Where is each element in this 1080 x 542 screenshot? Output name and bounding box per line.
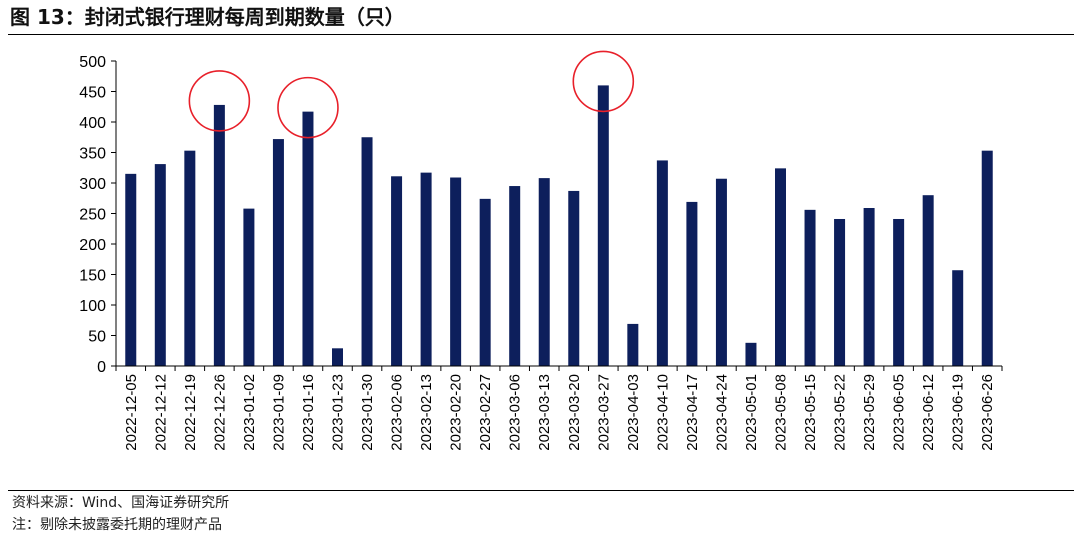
x-tick-label: 2022-12-26 bbox=[211, 374, 228, 451]
source-note: 资料来源：Wind、国海证券研究所 bbox=[12, 495, 230, 511]
bars bbox=[125, 85, 993, 367]
y-tick-label: 0 bbox=[97, 359, 106, 376]
bar-2023-06-26 bbox=[981, 150, 993, 366]
x-tick-label: 2023-04-24 bbox=[713, 374, 730, 451]
bar-2023-04-10 bbox=[656, 160, 668, 366]
bar-2023-03-13 bbox=[538, 178, 550, 366]
x-tick-label: 2023-02-06 bbox=[389, 374, 406, 451]
x-tick-label: 2023-01-09 bbox=[270, 374, 287, 451]
y-tick-label: 500 bbox=[79, 54, 106, 71]
bar-2023-04-03 bbox=[627, 323, 639, 366]
y-tick-label: 350 bbox=[79, 146, 106, 163]
x-tick-label: 2023-02-13 bbox=[418, 374, 435, 451]
bar-2023-03-06 bbox=[509, 186, 521, 366]
bar-2023-05-22 bbox=[834, 218, 846, 366]
bar-2023-02-06 bbox=[391, 176, 403, 366]
bar-2023-05-15 bbox=[804, 209, 816, 366]
x-axis: 2022-12-05 2022-12-12 2022-12-19 2022-12-26… bbox=[115, 365, 1003, 451]
bar-2023-06-12 bbox=[922, 195, 934, 366]
x-tick-label: 2023-04-10 bbox=[654, 374, 671, 451]
x-tick-label: 2023-02-27 bbox=[477, 374, 494, 451]
x-tick-label: 2023-01-23 bbox=[330, 374, 347, 451]
bar-2023-05-08 bbox=[775, 168, 786, 366]
bar-2023-02-13 bbox=[420, 172, 432, 366]
x-tick-label: 2023-01-02 bbox=[241, 374, 258, 451]
bar-2023-06-19 bbox=[952, 270, 964, 366]
bar-2023-02-20 bbox=[450, 177, 462, 366]
x-tick-label: 2023-05-15 bbox=[802, 374, 819, 451]
bar-2022-12-19 bbox=[184, 150, 196, 366]
bar-2023-01-02 bbox=[243, 208, 255, 366]
bar-2022-12-26 bbox=[213, 104, 225, 367]
x-tick-label: 2023-01-16 bbox=[300, 374, 317, 451]
footnote: 注：剔除未披露委托期的理财产品 bbox=[12, 517, 222, 533]
highlight-circles bbox=[188, 50, 635, 139]
y-tick-label: 300 bbox=[79, 176, 106, 193]
bar-2023-01-30 bbox=[361, 137, 373, 366]
x-tick-label: 2023-02-20 bbox=[448, 374, 465, 451]
footer-divider bbox=[8, 490, 1074, 491]
x-tick-label: 2023-05-08 bbox=[773, 374, 790, 451]
x-tick-label: 2023-04-17 bbox=[684, 374, 701, 451]
y-tick-label: 400 bbox=[79, 115, 106, 132]
x-tick-label: 2023-03-20 bbox=[566, 374, 583, 451]
x-tick-label: 2022-12-05 bbox=[123, 374, 140, 451]
x-tick-label: 2023-04-03 bbox=[625, 374, 642, 451]
chart-title: 图 13：封闭式银行理财每周到期数量（只） bbox=[10, 5, 405, 29]
x-tick-label: 2023-06-12 bbox=[920, 374, 937, 451]
bar-2022-12-12 bbox=[154, 164, 166, 366]
x-tick-label: 2023-06-19 bbox=[950, 374, 967, 451]
x-tick-label: 2023-03-06 bbox=[507, 374, 524, 451]
highlight-circle-2023-03-27 bbox=[572, 50, 635, 113]
x-tick-label: 2022-12-12 bbox=[152, 374, 169, 451]
bar-2023-04-24 bbox=[715, 178, 727, 366]
bar-2023-03-27 bbox=[597, 85, 609, 367]
header-divider bbox=[8, 34, 1074, 35]
bar-2023-02-27 bbox=[479, 198, 491, 366]
highlight-circle-2022-12-26 bbox=[188, 70, 251, 132]
x-tick-label: 2023-05-29 bbox=[861, 374, 878, 451]
bar-2023-01-09 bbox=[272, 139, 284, 366]
x-tick-label: 2023-06-05 bbox=[891, 374, 908, 451]
bar-2023-01-23 bbox=[332, 348, 343, 366]
y-tick-label: 100 bbox=[79, 298, 106, 315]
bar-2023-04-17 bbox=[686, 201, 698, 366]
x-tick-label: 2023-06-26 bbox=[979, 374, 996, 451]
bar-2023-01-16 bbox=[302, 111, 314, 366]
y-tick-label: 150 bbox=[79, 268, 106, 285]
y-axis: 0 50 100 150 200 250 300 350 400 450 500 bbox=[79, 54, 117, 376]
bar-2023-03-20 bbox=[568, 190, 580, 366]
bar-chart: 0 50 100 150 200 250 300 350 400 450 500 2022-12-0… bbox=[79, 50, 1003, 451]
bar-2023-06-05 bbox=[893, 218, 905, 366]
x-tick-label: 2023-03-13 bbox=[536, 374, 553, 451]
highlight-circle-2023-01-16 bbox=[277, 76, 339, 139]
y-tick-label: 450 bbox=[79, 85, 106, 102]
bar-2023-05-01 bbox=[745, 342, 757, 366]
x-tick-label: 2023-05-01 bbox=[743, 374, 760, 451]
y-tick-label: 250 bbox=[79, 207, 106, 224]
y-tick-label: 200 bbox=[79, 237, 106, 254]
x-tick-label: 2023-01-30 bbox=[359, 374, 376, 451]
x-tick-label: 2022-12-19 bbox=[182, 374, 199, 451]
bar-2022-12-05 bbox=[125, 173, 137, 366]
x-tick-label: 2023-05-22 bbox=[832, 374, 849, 451]
x-tick-label: 2023-03-27 bbox=[595, 374, 612, 451]
bar-2023-05-29 bbox=[863, 208, 875, 366]
y-tick-label: 50 bbox=[88, 329, 106, 346]
